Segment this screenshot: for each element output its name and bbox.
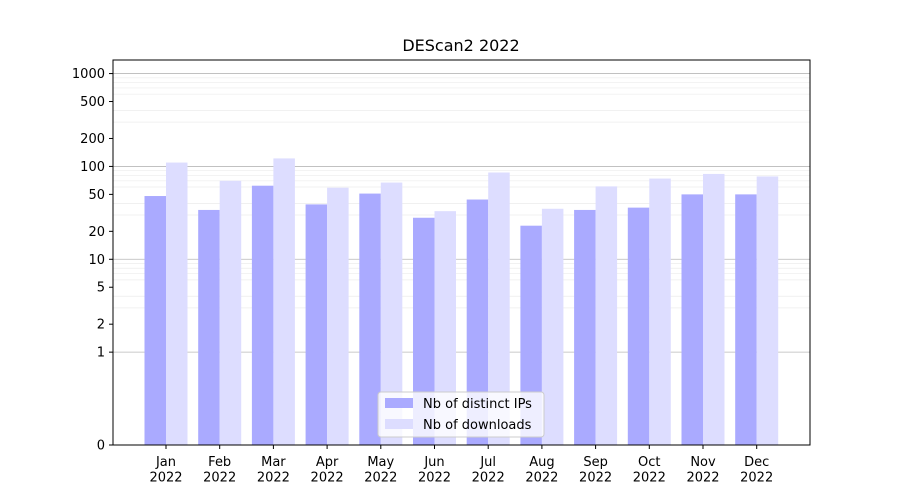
- y-tick-label: 20: [88, 225, 105, 240]
- bar-distinct-ips: [251, 185, 274, 445]
- plot-frame: [112, 59, 811, 446]
- bar-downloads: [434, 211, 456, 445]
- x-tick-label: Sep 2022: [579, 455, 612, 486]
- x-tick-label: Jun 2022: [418, 455, 451, 486]
- bar-downloads: [541, 208, 564, 445]
- legend-box: [377, 391, 545, 438]
- bar-downloads: [649, 178, 671, 445]
- bar-downloads: [488, 172, 510, 445]
- bar-downloads: [327, 187, 349, 445]
- legend-label: Nb of distinct IPs: [423, 397, 532, 412]
- bar-downloads: [703, 173, 725, 446]
- x-tick-label: Dec 2022: [740, 455, 773, 486]
- bar-distinct-ips: [735, 194, 757, 445]
- legend-swatch: [385, 398, 413, 408]
- bar-distinct-ips: [413, 217, 435, 445]
- y-tick-label: 100: [80, 160, 105, 175]
- y-tick-label: 500: [80, 95, 105, 110]
- x-tick-label: Jan 2022: [149, 455, 182, 486]
- bar-downloads: [595, 186, 618, 445]
- legend-label: Nb of downloads: [423, 418, 532, 433]
- bar-downloads: [219, 180, 242, 446]
- y-tick-label: 1000: [72, 67, 105, 82]
- chart-title: DEScan2 2022: [402, 36, 519, 55]
- y-axis: 0 1 2 5 10 20 50 100 200 500 1000: [72, 67, 113, 454]
- bar-distinct-ips: [466, 199, 489, 445]
- x-tick-label: Nov 2022: [686, 455, 719, 486]
- x-tick-label: Jul 2022: [472, 455, 505, 486]
- bar-distinct-ips: [359, 193, 381, 445]
- x-tick-label: Feb 2022: [203, 455, 236, 486]
- bar-downloads: [380, 182, 403, 445]
- bar-distinct-ips: [681, 194, 703, 445]
- bar-downloads: [756, 176, 779, 445]
- y-tick-label: 5: [97, 281, 105, 296]
- y-tick-label: 0: [97, 439, 105, 454]
- legend: Nb of distinct IPs Nb of downloads: [377, 391, 545, 438]
- bar-downloads: [166, 162, 188, 446]
- bar-distinct-ips: [198, 209, 220, 445]
- bar-distinct-ips: [305, 204, 328, 445]
- x-tick-label: Mar 2022: [257, 455, 290, 486]
- y-tick-label: 200: [80, 132, 105, 147]
- y-tick-label: 1: [97, 346, 105, 361]
- y-tick-label: 50: [88, 188, 105, 203]
- x-tick-label: Apr 2022: [311, 455, 344, 486]
- x-tick-label: Aug 2022: [525, 455, 558, 486]
- x-tick-label: Oct 2022: [633, 455, 666, 486]
- bars: [144, 158, 779, 446]
- x-axis: Jan 2022 Feb 2022 Mar 2022 Apr 2022 May 2022 Jun 20…: [149, 445, 773, 486]
- x-tick-label: May 2022: [364, 455, 397, 486]
- bar-downloads: [273, 158, 295, 445]
- bar-distinct-ips: [627, 207, 650, 445]
- bar-distinct-ips: [144, 196, 166, 445]
- bar-distinct-ips: [574, 209, 596, 445]
- y-tick-label: 2: [97, 318, 105, 333]
- legend-swatch: [385, 419, 413, 429]
- bar-distinct-ips: [520, 225, 542, 445]
- y-tick-label: 10: [88, 253, 105, 268]
